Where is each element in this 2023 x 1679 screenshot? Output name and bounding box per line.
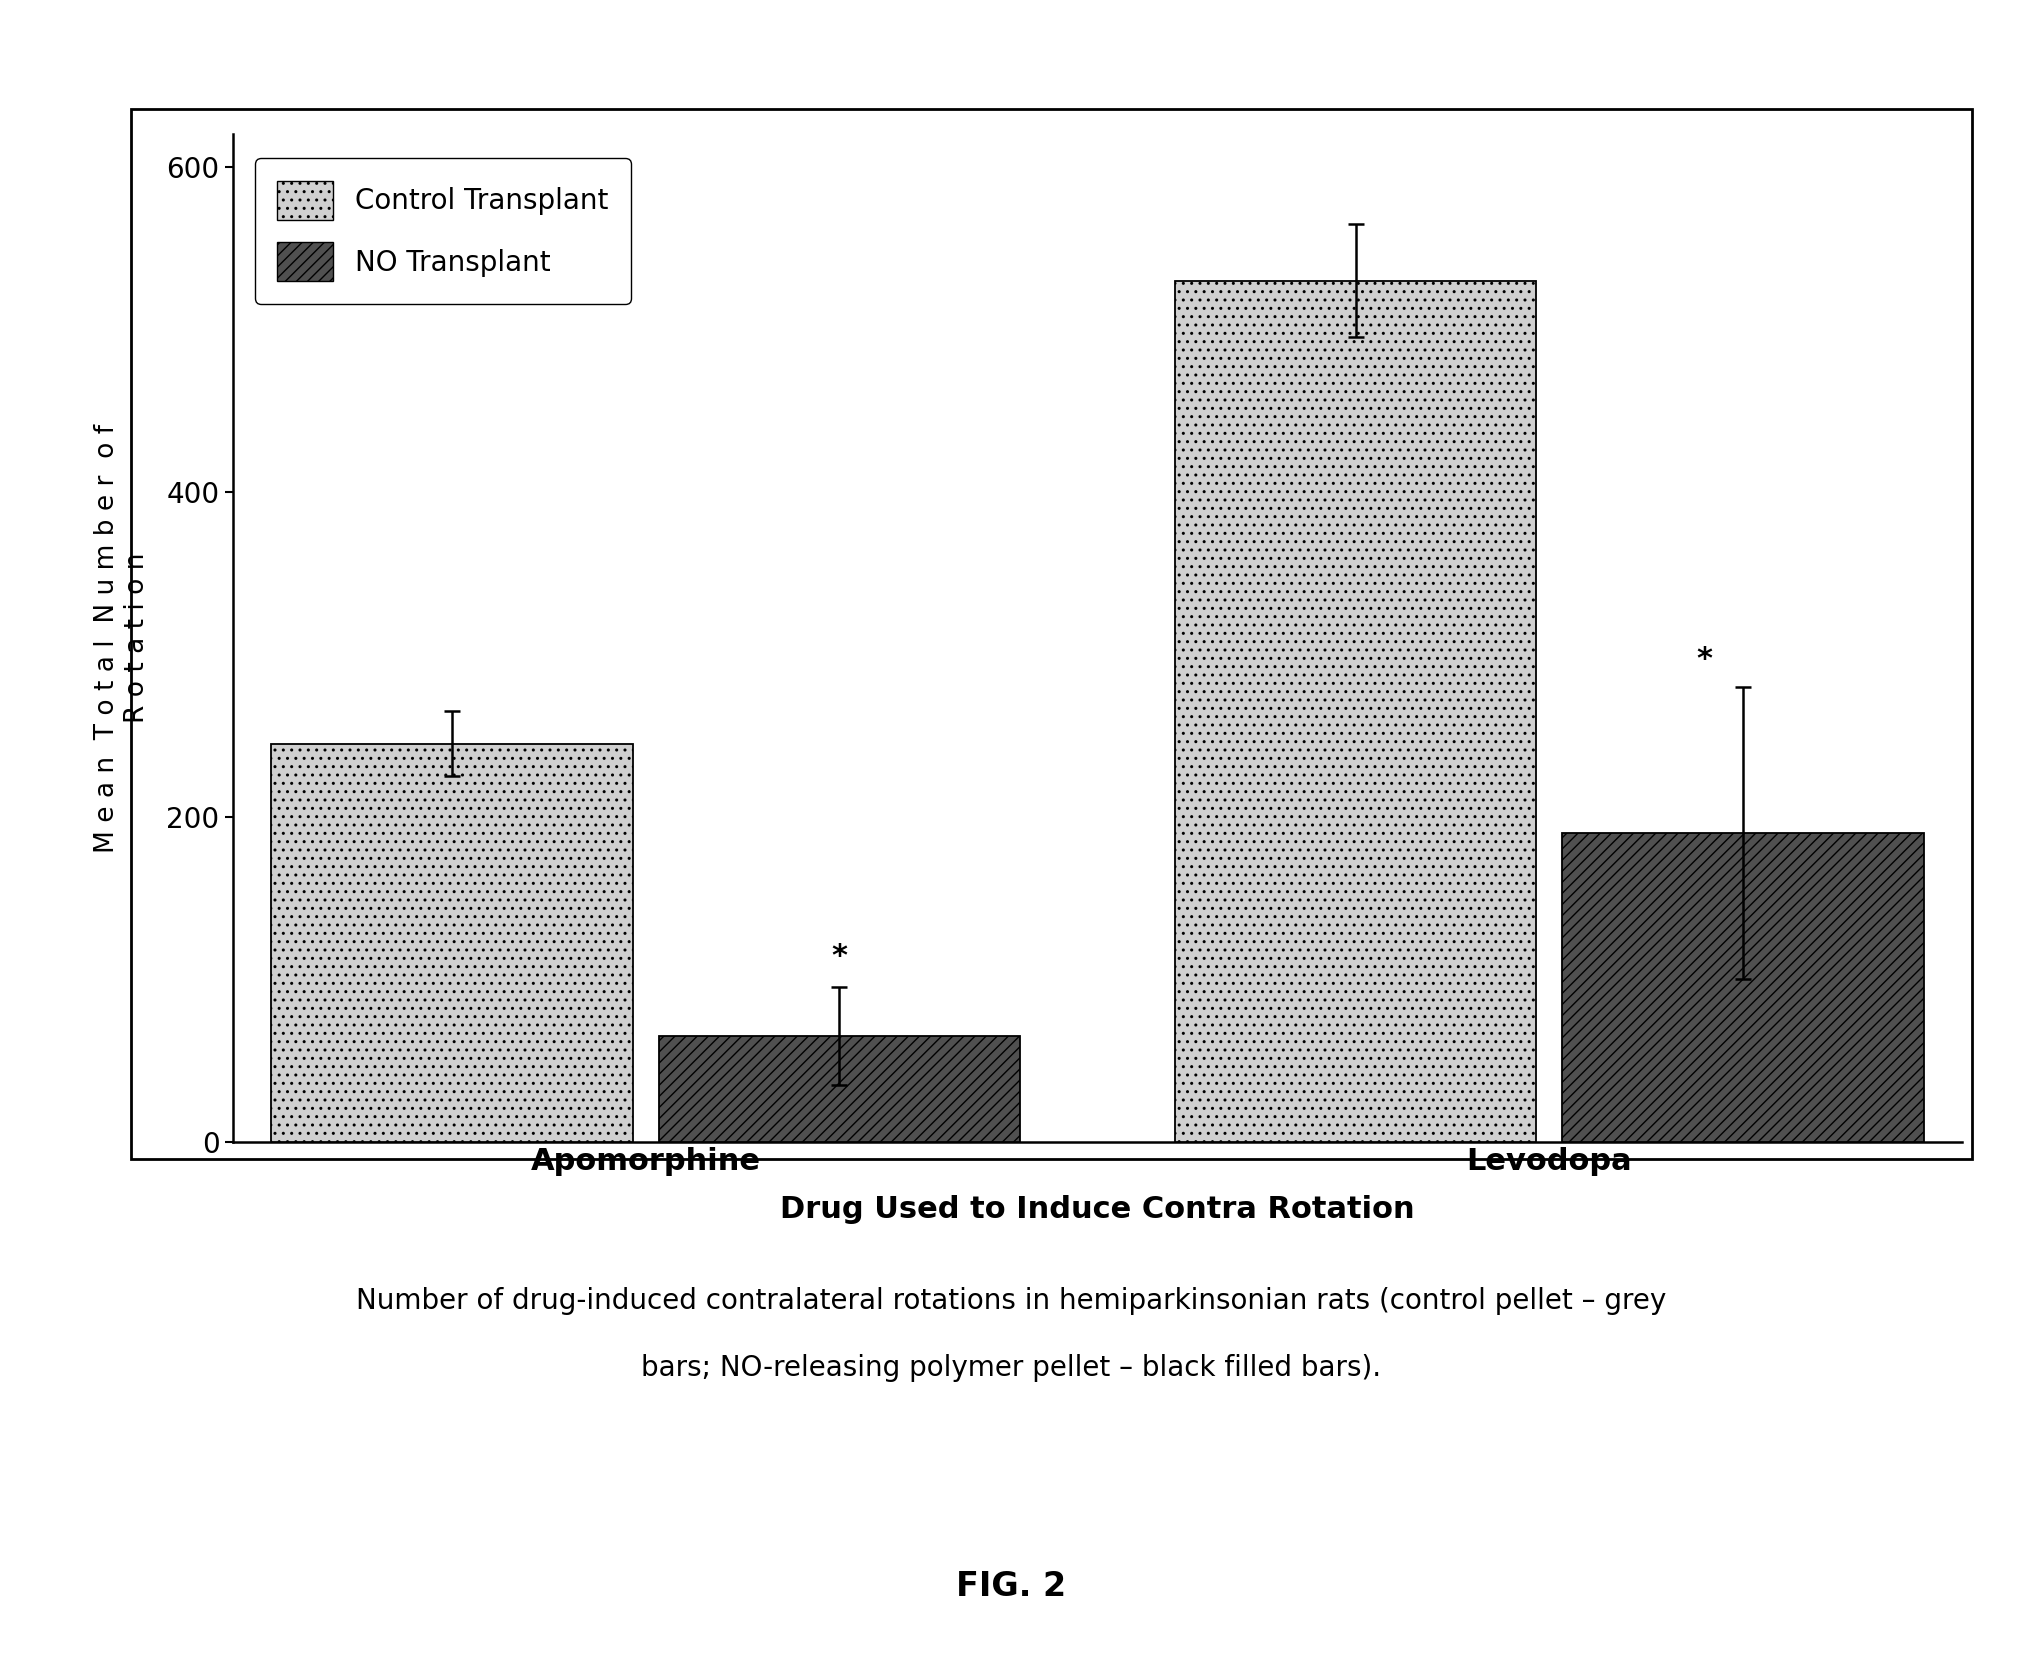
Legend: Control Transplant, NO Transplant: Control Transplant, NO Transplant xyxy=(255,158,631,304)
Text: *: * xyxy=(831,942,848,970)
Text: *: * xyxy=(1695,645,1711,673)
Text: FIG. 2: FIG. 2 xyxy=(957,1570,1066,1603)
Text: Number of drug-induced contralateral rotations in hemiparkinsonian rats (control: Number of drug-induced contralateral rot… xyxy=(356,1288,1667,1315)
Bar xyxy=(271,744,633,1142)
Bar xyxy=(1175,280,1535,1142)
Bar xyxy=(659,1036,1020,1142)
Bar xyxy=(1562,833,1924,1142)
X-axis label: Drug Used to Induce Contra Rotation: Drug Used to Induce Contra Rotation xyxy=(781,1195,1414,1224)
Text: bars; NO-releasing polymer pellet – black filled bars).: bars; NO-releasing polymer pellet – blac… xyxy=(641,1355,1382,1382)
Y-axis label: M e a n  T o t a l  N u m b e r  o f
R o t a t i o n: M e a n T o t a l N u m b e r o f R o t … xyxy=(93,423,150,853)
